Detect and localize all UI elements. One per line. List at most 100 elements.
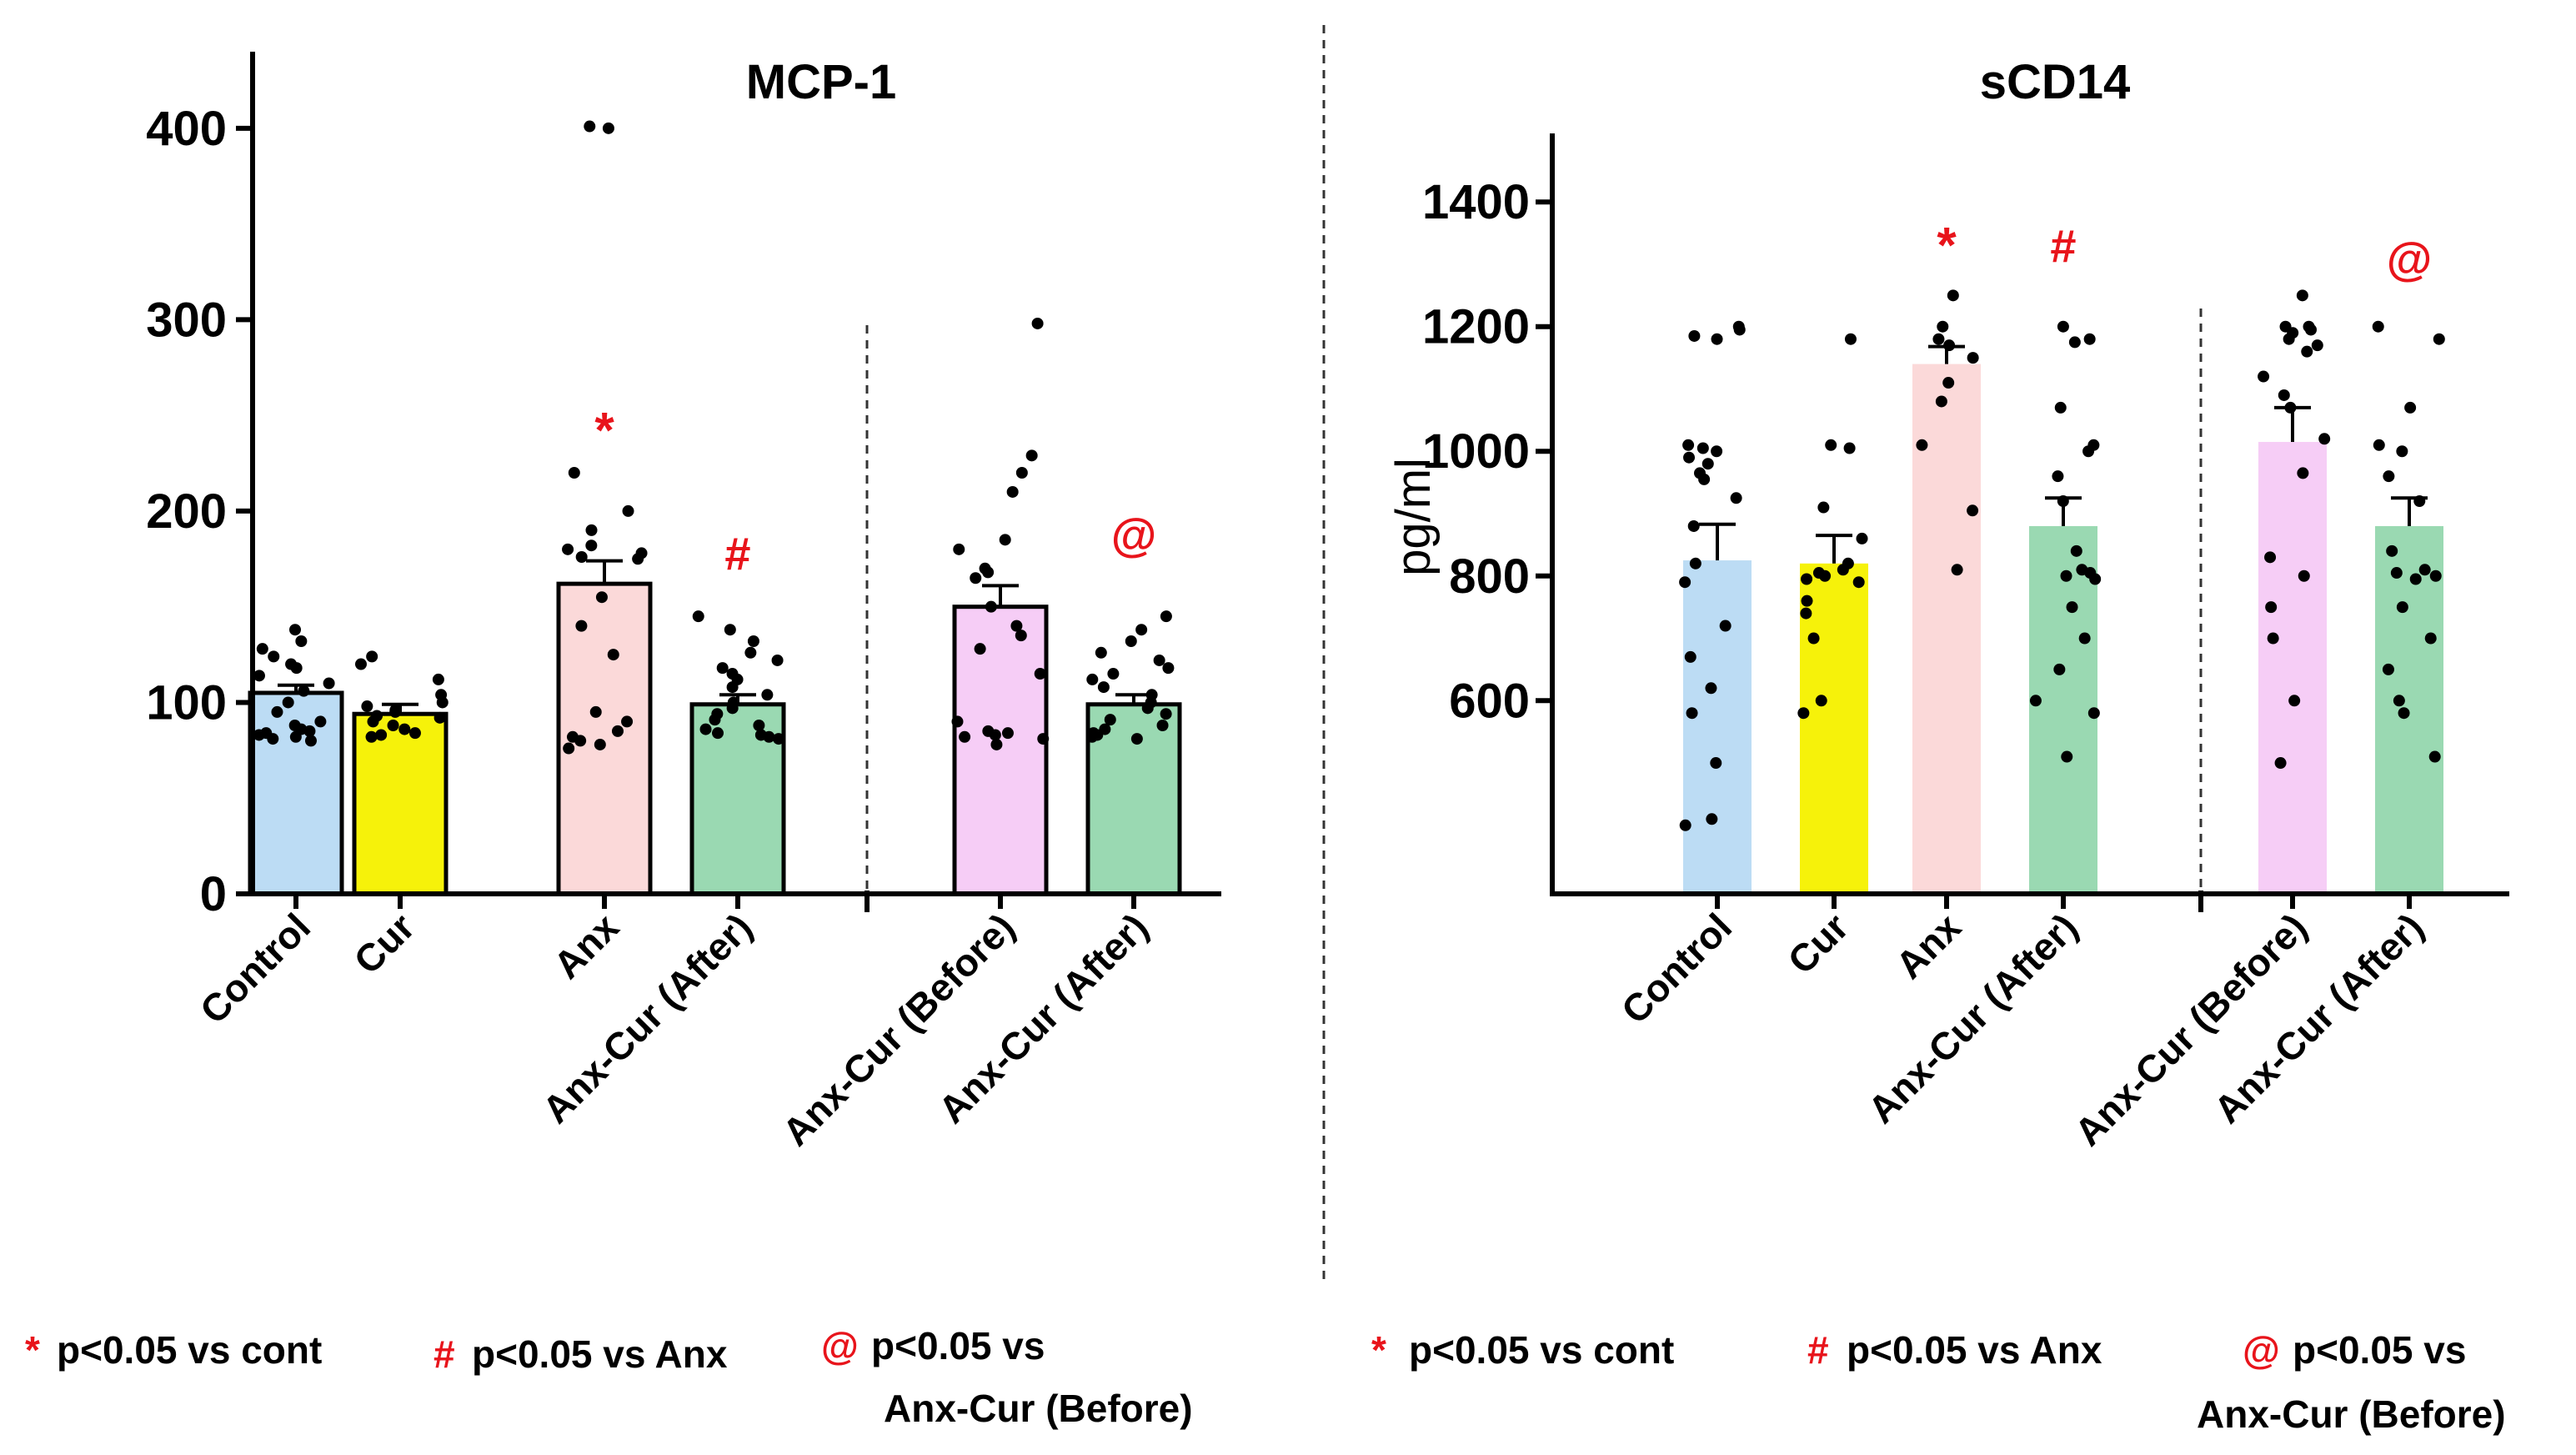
mcp1-y-tick-label-200: 200	[146, 484, 227, 539]
legend-right-item-cont: * p<0.05 vs cont	[1371, 1328, 1674, 1372]
scd14-point-1-4	[1856, 532, 1868, 544]
legend-right-item-anx: # p<0.05 vs Anx	[1807, 1328, 2102, 1372]
scd14-point-0-19	[1710, 757, 1722, 770]
mcp1-point-2-18	[594, 738, 606, 750]
mcp1-point-0-9	[282, 696, 294, 709]
scd14-chart: sCD14 pg/ml 600 800 1000 1200 1400 Control Cur…	[1386, 55, 2509, 1154]
mcp1-point-1-14	[389, 704, 402, 716]
mcp1-points-4	[951, 317, 1050, 750]
mcp1-points-0	[253, 624, 335, 747]
legend-right-symbol-at: @	[2243, 1328, 2280, 1372]
mcp1-point-5-13	[1104, 714, 1116, 726]
mcp1-point-4-0	[1031, 317, 1044, 329]
scd14-point-4-14	[2298, 569, 2310, 582]
scd14-point-4-6	[2311, 339, 2323, 352]
scd14-point-3-14	[2078, 632, 2091, 645]
mcp1-point-5-8	[1097, 681, 1110, 694]
scd14-x-label-3-anx-cur-after: Anx-Cur (After)	[1859, 905, 2086, 1131]
mcp1-point-4-16	[1001, 727, 1014, 740]
scd14-point-0-16	[1684, 650, 1696, 663]
mcp1-point-2-0	[602, 122, 614, 134]
scd14-point-0-8	[1701, 458, 1714, 470]
mcp1-point-5-14	[1156, 720, 1169, 731]
mcp1-point-5-1	[1135, 624, 1148, 636]
mcp1-point-5-19	[1130, 733, 1143, 745]
mcp1-point-4-7	[982, 566, 995, 579]
scd14-point-3-13	[2066, 601, 2078, 614]
scd14-point-1-2	[1843, 442, 1856, 454]
scd14-y-tick-label-800: 800	[1449, 549, 1530, 604]
mcp1-point-2-4	[585, 524, 598, 536]
scd14-point-1-3	[1817, 501, 1830, 514]
scd14-error-bar-0	[1699, 522, 1736, 561]
mcp1-point-5-11	[1141, 702, 1154, 715]
scd14-point-5-13	[2424, 632, 2437, 645]
scd14-point-0-6	[1711, 445, 1723, 458]
scd14-point-1-10	[1852, 576, 1865, 589]
mcp1-point-1-15	[371, 710, 383, 722]
scd14-bar-5-anx-cur-after	[2375, 525, 2443, 894]
scd14-points-0	[1679, 320, 1746, 831]
scd14-point-5-15	[2393, 695, 2405, 707]
scd14-annotation-star-2: *	[1937, 218, 1957, 273]
mcp1-point-4-17	[989, 729, 1001, 741]
scd14-y-tick-label-1000: 1000	[1422, 424, 1530, 479]
scd14-x-label-0-control: Control	[1613, 905, 1740, 1031]
legend-left-text-before-2: Anx-Cur (Before)	[884, 1387, 1193, 1430]
mcp1-point-0-7	[323, 677, 335, 690]
scd14-x-label-2-anx: Anx	[1887, 905, 1970, 987]
mcp1-point-3-13	[709, 714, 721, 726]
scd14-point-4-12	[2297, 467, 2309, 479]
scd14-point-5-1	[2433, 333, 2445, 345]
mcp1-x-label-2-anx: Anx	[545, 905, 628, 987]
scd14-point-0-7	[1683, 451, 1696, 464]
mcp1-point-0-6	[253, 670, 265, 682]
mcp1-point-0-10	[271, 705, 283, 718]
mcp1-point-4-4	[999, 534, 1011, 546]
scd14-point-2-2	[1932, 333, 1945, 345]
scd14-bar-2-anx	[1912, 364, 1981, 894]
scd14-point-4-11	[2318, 433, 2331, 445]
mcp1-point-5-6	[1107, 668, 1120, 680]
legend-left-text-cont: p<0.05 vs cont	[57, 1328, 322, 1372]
scd14-point-2-5	[1942, 377, 1955, 389]
scd14-point-3-8	[2070, 544, 2082, 557]
scd14-point-4-3	[2305, 324, 2318, 336]
scd14-point-2-4	[1967, 352, 1979, 364]
scd14-point-4-17	[2288, 695, 2301, 707]
mcp1-point-4-10	[1010, 620, 1023, 632]
scd14-point-3-16	[2029, 695, 2042, 707]
scd14-point-0-4	[1682, 439, 1695, 451]
scd14-point-0-11	[1730, 492, 1742, 504]
scd14-point-1-14	[1815, 695, 1827, 707]
scd14-point-5-12	[2396, 601, 2408, 614]
mcp1-y-tick-label-0: 0	[200, 867, 227, 921]
mcp1-point-0-16	[304, 735, 317, 747]
mcp1-point-4-11	[1015, 630, 1027, 642]
scd14-point-4-10	[2284, 401, 2297, 414]
scd14-point-1-8	[1819, 569, 1832, 582]
scd14-points-1	[1797, 333, 1868, 720]
scd14-bar-1-cur	[1800, 563, 1868, 894]
scd14-point-5-3	[2373, 439, 2385, 451]
mcp1-point-1-13	[436, 696, 449, 709]
mcp1-point-3-8	[726, 681, 739, 694]
mcp1-point-3-9	[761, 689, 774, 701]
scd14-point-0-18	[1686, 707, 1698, 720]
mcp1-point-2-5	[585, 539, 598, 552]
scd14-point-4-7	[2301, 345, 2313, 358]
mcp1-point-3-15	[699, 723, 712, 735]
scd14-y-axis-label: pg/ml	[1386, 458, 1441, 576]
legend-left-text-before-1: p<0.05 vs	[871, 1324, 1045, 1367]
mcp1-error-bar-2	[586, 559, 623, 585]
scd14-point-1-11	[1801, 595, 1813, 607]
mcp1-point-2-9	[632, 553, 644, 565]
mcp1-points-5	[1085, 610, 1175, 745]
legend-right-text-before-2: Anx-Cur (Before)	[2197, 1392, 2506, 1436]
mcp1-x-label-1-cur: Cur	[345, 905, 423, 982]
mcp1-point-5-0	[1160, 610, 1172, 623]
scd14-point-3-3	[2054, 401, 2067, 414]
mcp1-point-5-7	[1086, 673, 1099, 685]
